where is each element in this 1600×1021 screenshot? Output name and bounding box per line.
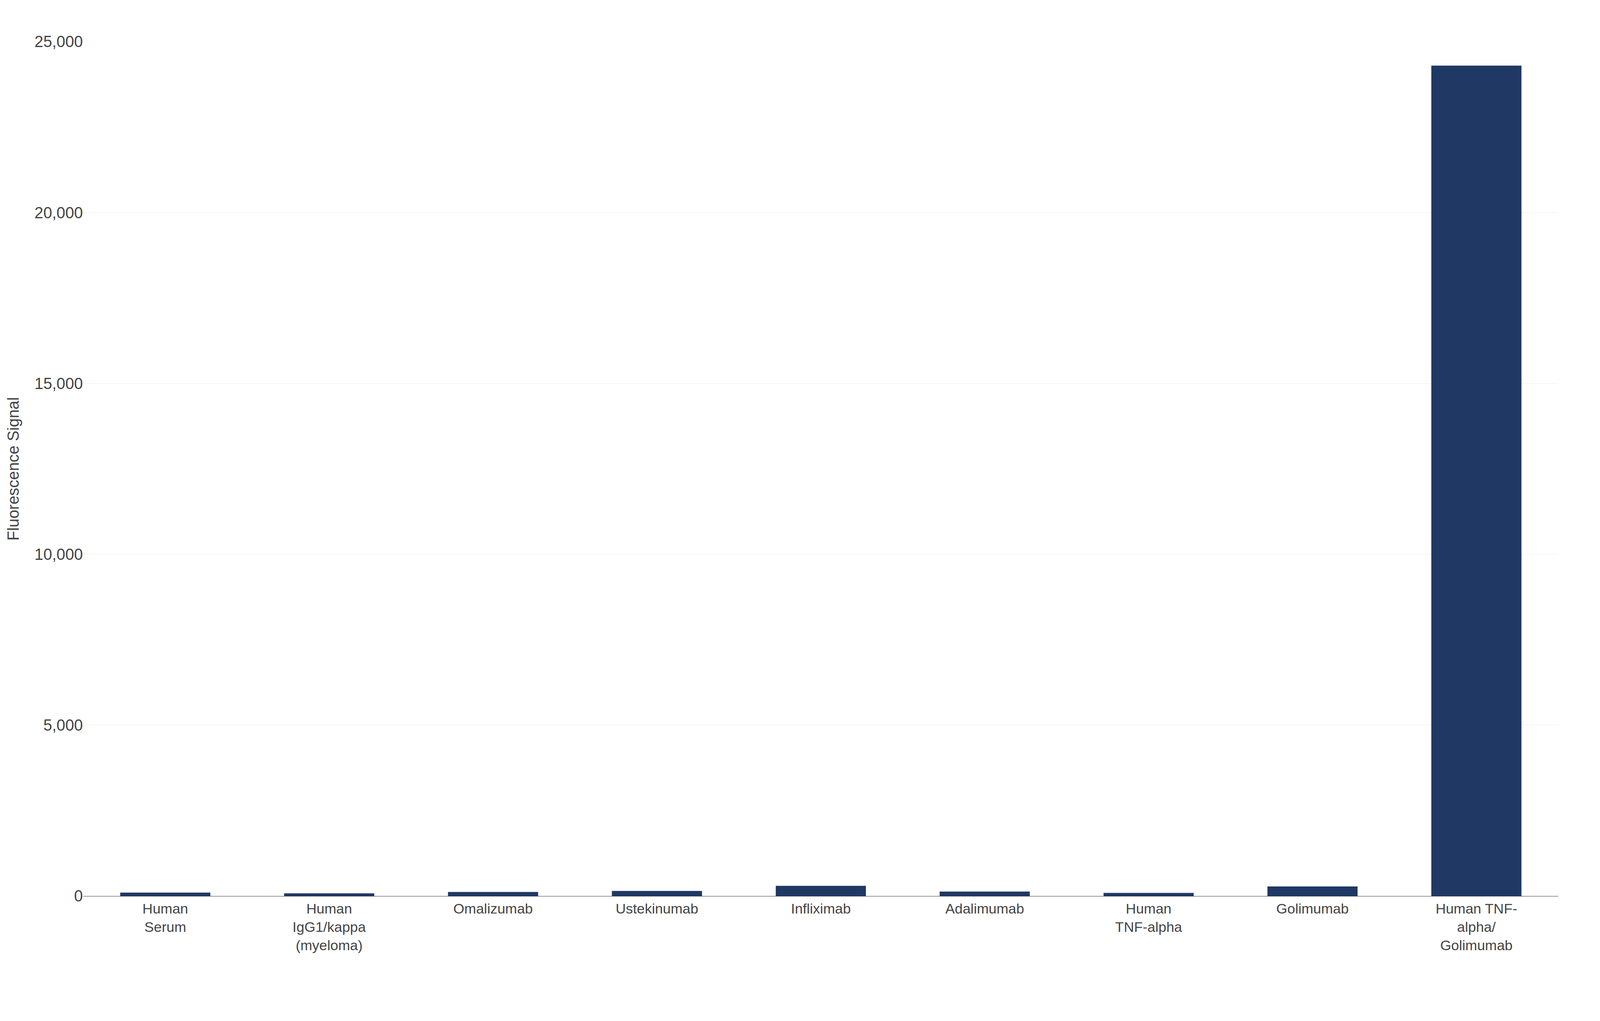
svg-text:Human TNF-alpha/Golimumab: Human TNF-alpha/Golimumab <box>1435 900 1518 954</box>
svg-text:Omalizumab: Omalizumab <box>453 900 533 917</box>
svg-text:25,000: 25,000 <box>34 32 83 51</box>
svg-text:0: 0 <box>74 887 83 905</box>
svg-text:Infliximab: Infliximab <box>790 900 851 917</box>
svg-text:Adalimumab: Adalimumab <box>945 900 1025 917</box>
svg-text:15,000: 15,000 <box>34 375 83 393</box>
svg-text:5,000: 5,000 <box>43 716 83 735</box>
svg-text:HumanIgG1/kappa(myeloma): HumanIgG1/kappa(myeloma) <box>292 900 366 954</box>
svg-text:HumanSerum: HumanSerum <box>142 900 189 935</box>
svg-text:Fluorescence Signal: Fluorescence Signal <box>4 397 23 541</box>
svg-text:Ustekinumab: Ustekinumab <box>615 900 698 917</box>
svg-text:10,000: 10,000 <box>34 545 83 564</box>
svg-text:20,000: 20,000 <box>34 204 83 222</box>
svg-text:Golimumab: Golimumab <box>1276 900 1349 917</box>
svg-text:HumanTNF-alpha: HumanTNF-alpha <box>1115 900 1183 935</box>
